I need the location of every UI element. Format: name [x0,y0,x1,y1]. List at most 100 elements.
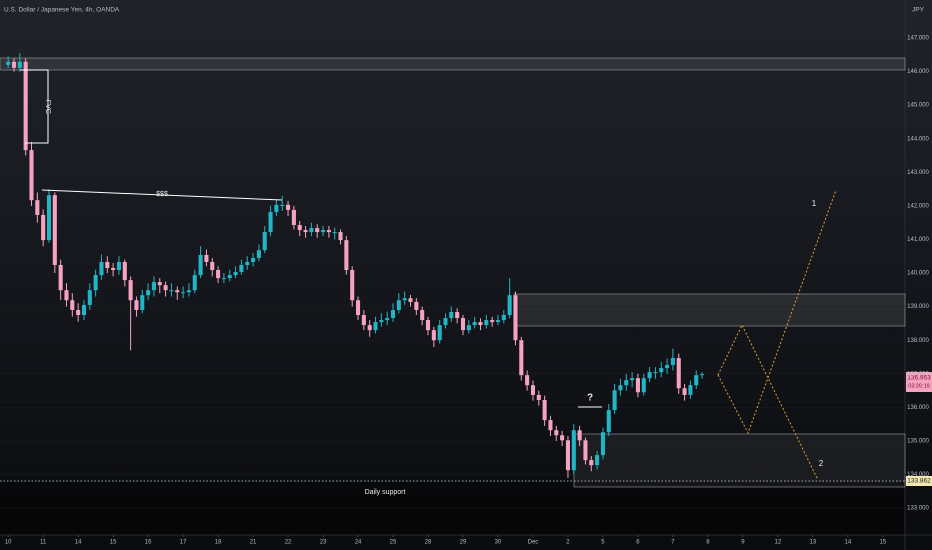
candle-body [204,254,209,262]
candle-body [641,378,646,393]
candle-body [116,261,121,271]
candle-body [169,290,174,292]
candle-body [653,372,658,374]
candle-body [268,211,273,233]
candle-body [11,61,17,68]
candle-body [665,365,670,369]
x-tick-label: 16 [145,540,152,546]
candle-body [175,290,180,293]
candle-body [595,455,600,466]
candle-body [513,295,518,341]
candle-body [408,298,413,302]
y-tick-label: 135.000 [907,439,929,445]
liquidity-label: $$$ [156,191,168,198]
candle-body [46,195,52,241]
x-tick-label: 13 [810,540,817,546]
x-tick-label: 2 [566,540,570,546]
last-price-box [906,372,932,392]
candle-body [81,304,87,316]
candle-body [507,295,512,316]
candle-body [536,394,541,400]
candle-body [676,358,681,389]
candle-body [297,225,302,231]
y-tick-label: 143.000 [907,170,929,176]
candle-body [560,435,565,441]
candle-body [17,61,22,68]
lower-shade [0,482,905,535]
x-tick-label: 29 [460,540,467,546]
zones [0,37,906,509]
candle-body [361,315,366,326]
candle-body [157,282,162,286]
candle-body [151,282,156,291]
candle-body [128,280,133,301]
candle-body [472,322,477,326]
candle-body [367,325,372,331]
x-tick-label: 12 [775,540,782,546]
candle-body [321,230,326,233]
candle-body [460,318,466,331]
candle-body [525,375,530,386]
candle-body [58,264,63,291]
projection [717,189,837,435]
y-tick-label: 137.000 [907,371,929,377]
candle-body [530,385,536,395]
fvg-bracket [20,69,49,144]
candle-body [134,300,139,310]
y-tick-label: 134.000 [907,472,929,478]
candle-body [233,272,238,276]
candle-body [425,320,431,331]
candle-body [571,430,576,471]
candle-body [344,240,349,271]
candle-body [466,325,471,331]
liquidity-line [41,189,283,201]
candle-body [688,385,693,395]
x-tick-label: 15 [110,540,117,546]
candle-body [589,460,594,466]
candle-body [606,410,611,433]
candle-body [390,309,396,319]
chart-title: U.S. Dollar / Japanese Yen, 4h, OANDA [4,7,120,14]
y-tick-label: 146.000 [907,69,929,75]
question-label: ? [587,393,593,404]
candle-body [6,61,11,65]
x-tick-label: 14 [845,540,852,546]
candle-body [455,311,460,319]
candle-body [600,432,605,456]
candle-body [548,420,553,431]
candle-body [484,320,489,326]
candle-body [303,230,308,233]
candle-body [163,285,168,291]
candle-body [670,358,675,366]
candle-body [64,290,69,301]
y-tick-label: 142.000 [907,203,929,209]
candle-body [332,232,337,234]
candle-body [443,318,448,326]
candle-body [87,290,92,305]
scenario-label: 2 [819,459,824,468]
candle-body [659,368,664,373]
candle-body [355,300,361,316]
last-price: 136.953 [907,375,931,382]
candle-body [478,322,483,326]
candle-body [245,261,250,265]
candle-body [437,325,442,341]
candle-body [565,440,570,471]
candle-body [52,195,57,265]
candle-body [396,300,401,310]
candle-body [198,254,203,276]
support-label: Daily support [365,489,406,496]
candle-body [309,228,314,233]
drawings: FVG $$$ ? 1 2 Daily support [20,69,837,496]
x-tick-label: 28 [425,540,432,546]
candle-body [93,275,98,291]
y-tick-label: 138.000 [907,338,929,344]
x-tick-label: 23 [320,540,327,546]
x-tick-label: 25 [390,540,397,546]
candle-body [495,320,501,323]
candle-body [105,261,110,269]
candle-body [490,320,495,323]
axis-price-labels: 136.953 03:26:19 133.862 [906,372,932,486]
x-tick-label: 22 [285,540,292,546]
